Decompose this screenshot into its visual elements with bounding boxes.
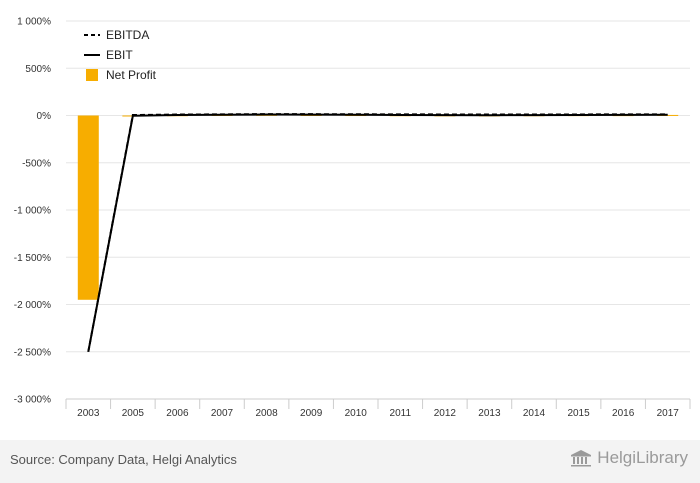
series-lines: [87, 113, 668, 352]
brand-name: HelgiLibrary: [597, 448, 688, 467]
y-tick-label: 500%: [25, 64, 51, 75]
y-tick-label: -1 000%: [14, 206, 51, 217]
x-tick-label: 2008: [255, 408, 278, 419]
gridlines: [66, 20, 690, 400]
footer: Source: Company Data, Helgi Analytics He…: [0, 440, 700, 483]
legend-label: EBITDA: [106, 28, 149, 42]
y-tick-label: -3 000%: [14, 395, 51, 406]
y-tick-label: -500%: [22, 158, 51, 169]
x-tick-label: 2016: [612, 408, 635, 419]
net-profit-bar: [77, 115, 99, 300]
x-tick-label: 2015: [567, 408, 590, 419]
x-axis: 2003 2005 2006 2007 2008 2009 2010 2011 2012 2013…: [65, 398, 691, 419]
x-tick-label: 2014: [523, 408, 546, 419]
legend-label: EBIT: [106, 48, 133, 62]
x-tick-label: 2006: [166, 408, 189, 419]
x-tick-label: 2010: [345, 408, 368, 419]
chart: 1 000% 500% 0% -500% -1 000% -1 500% -2 000% -2…: [14, 17, 691, 419]
legend-label: Net Profit: [106, 68, 157, 82]
brand-logo: HelgiLibrary: [569, 448, 688, 468]
y-tick-label: -2 000%: [14, 300, 51, 311]
x-tick-label: 2009: [300, 408, 323, 419]
net-profit-bars: [77, 114, 679, 300]
x-tick-label: 2011: [390, 408, 412, 419]
x-tick-label: 2012: [434, 408, 457, 419]
y-tick-label: 0%: [37, 111, 52, 122]
ebit-line: [87, 113, 668, 352]
y-tick-label: -2 500%: [14, 347, 51, 358]
y-axis: 1 000% 500% 0% -500% -1 000% -1 500% -2 000% -2…: [14, 17, 51, 406]
x-tick-label: 2013: [478, 408, 501, 419]
library-building-icon: [571, 450, 592, 467]
source-text: Source: Company Data, Helgi Analytics: [10, 452, 237, 467]
ebitda-line: [87, 113, 668, 352]
y-tick-label: 1 000%: [17, 17, 51, 28]
legend-swatch: [86, 69, 98, 81]
x-tick-label: 2005: [122, 408, 145, 419]
x-tick-label: 2017: [657, 408, 680, 419]
x-tick-label: 2007: [211, 408, 234, 419]
x-tick-label: 2003: [77, 408, 100, 419]
y-tick-label: -1 500%: [14, 253, 51, 264]
legend: EBITDA EBIT Net Profit: [84, 28, 157, 82]
